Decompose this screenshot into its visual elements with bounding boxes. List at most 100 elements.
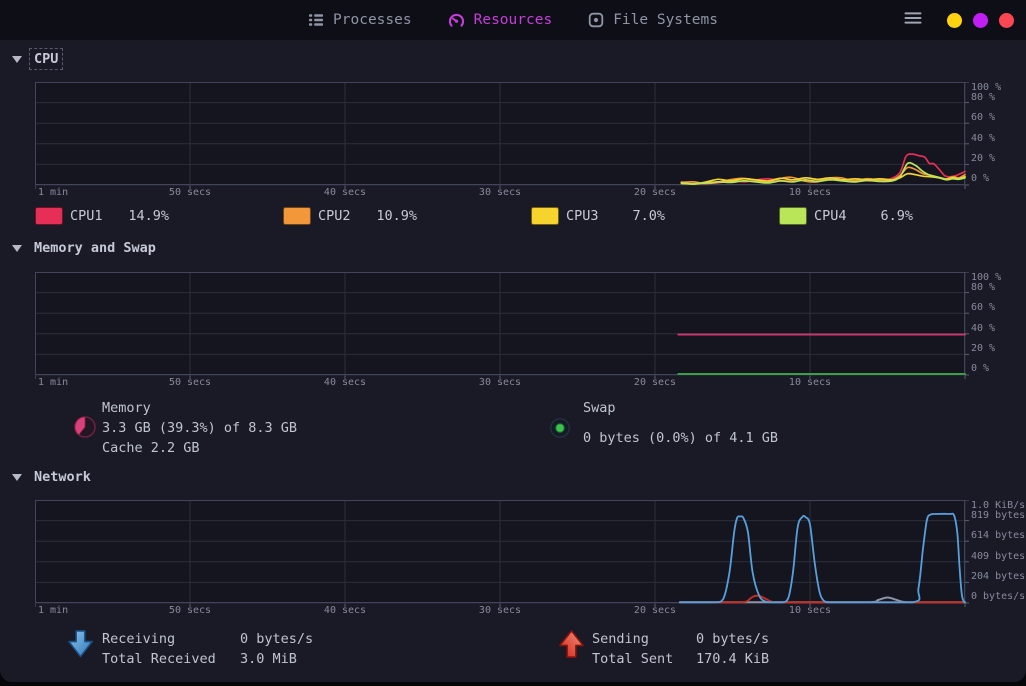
memory-chart-plot	[35, 272, 969, 379]
y-axis-label: 0 bytes/s	[971, 591, 1025, 602]
y-axis-label: 0 %	[971, 363, 989, 374]
cpu-name: CPU1	[70, 208, 103, 224]
receiving-rate: 0 bytes/s	[240, 629, 313, 649]
cpu-legend-item: CPU2 10.9%	[283, 207, 417, 225]
receiving-arrow-icon	[66, 628, 95, 664]
cpu-chart-x-axis: 1 min50 secs40 secs30 secs20 secs10 secs	[35, 187, 965, 200]
sending-label: Sending	[592, 629, 696, 649]
cpu-section-title: CPU	[32, 51, 60, 67]
tab-resources-label: Resources	[474, 12, 553, 28]
cpu-percent: 6.9%	[880, 208, 913, 224]
window-button-maximize[interactable]	[973, 13, 988, 28]
memory-cache: Cache 2.2 GB	[102, 438, 297, 458]
y-axis-label: 60 %	[971, 112, 995, 123]
memory-section-header[interactable]: Memory and Swap	[12, 239, 158, 257]
window-button-close[interactable]	[999, 13, 1014, 28]
swap-pie-icon	[549, 417, 571, 443]
cpu-section-header[interactable]: CPU	[12, 50, 60, 68]
y-axis-label: 20 %	[971, 343, 995, 354]
y-axis-label: 614 bytes	[971, 530, 1025, 541]
x-axis-label: 30 secs	[479, 187, 521, 198]
memory-pie-icon	[73, 415, 97, 443]
x-axis-label: 10 secs	[789, 605, 831, 616]
memory-legend-text: Memory 3.3 GB (39.3%) of 8.3 GB Cache 2.…	[102, 398, 297, 458]
cpu-legend-item: CPU3 7.0%	[531, 207, 665, 225]
network-chart: 1.0 KiB/s819 bytes614 bytes409 bytes204 …	[0, 500, 1026, 630]
cpu-percent: 7.0%	[632, 208, 665, 224]
x-axis-label: 30 secs	[479, 377, 521, 388]
sending-arrow-icon	[557, 628, 586, 664]
cpu-legend-item: CPU4 6.9%	[779, 207, 913, 225]
x-axis-label: 20 secs	[634, 605, 676, 616]
total-sent-label: Total Sent	[592, 649, 696, 669]
y-axis-label: 40 %	[971, 133, 995, 144]
memory-chart-x-axis: 1 min50 secs40 secs30 secs20 secs10 secs	[35, 377, 965, 390]
window-button-minimize[interactable]	[947, 13, 962, 28]
swap-label: Swap	[583, 398, 778, 418]
cpu-chart-y-axis: 100 %80 %60 %40 %20 %0 %	[969, 82, 1025, 185]
memory-chart: 100 %80 %60 %40 %20 %0 % 1 min50 secs40 …	[0, 272, 1026, 402]
network-section-header[interactable]: Network	[12, 468, 93, 486]
tab-processes-label: Processes	[333, 12, 412, 28]
x-axis-label: 50 secs	[169, 187, 211, 198]
x-axis-label: 1 min	[38, 377, 68, 388]
x-axis-label: 50 secs	[169, 377, 211, 388]
network-chart-x-axis: 1 min50 secs40 secs30 secs20 secs10 secs	[35, 605, 965, 618]
x-axis-label: 10 secs	[789, 377, 831, 388]
tab-resources[interactable]: Resources	[448, 12, 553, 29]
y-axis-label: 80 %	[971, 92, 995, 103]
receiving-label: Receiving	[102, 629, 240, 649]
total-sent-value: 170.4 KiB	[696, 649, 769, 669]
memory-usage: 3.3 GB (39.3%) of 8.3 GB	[102, 418, 297, 438]
network-chart-y-axis: 1.0 KiB/s819 bytes614 bytes409 bytes204 …	[969, 500, 1025, 603]
menu-hamburger-icon[interactable]	[904, 10, 922, 30]
memory-label: Memory	[102, 398, 297, 418]
cpu-color-swatch	[531, 207, 559, 225]
swap-usage: 0 bytes (0.0%) of 4.1 GB	[583, 428, 778, 448]
x-axis-label: 10 secs	[789, 187, 831, 198]
memory-section-title: Memory and Swap	[32, 240, 158, 256]
y-axis-label: 204 bytes	[971, 571, 1025, 582]
sending-rate: 0 bytes/s	[696, 629, 769, 649]
cpu-chart-plot	[35, 82, 969, 189]
x-axis-label: 40 secs	[324, 187, 366, 198]
tab-file-systems[interactable]: File Systems	[588, 12, 718, 28]
cpu-legend: CPU1 14.9% CPU2 10.9% CPU3 7.0% CPU4 6.9%	[0, 207, 1026, 231]
disk-icon	[588, 12, 604, 28]
cpu-name: CPU2	[318, 208, 351, 224]
expander-triangle-icon[interactable]	[12, 56, 22, 63]
cpu-chart: 100 %80 %60 %40 %20 %0 % 1 min50 secs40 …	[0, 82, 1026, 212]
processes-list-icon	[308, 12, 324, 28]
cpu-percent: 10.9%	[376, 208, 417, 224]
cpu-legend-item: CPU1 14.9%	[35, 207, 169, 225]
expander-triangle-icon[interactable]	[12, 245, 22, 252]
y-axis-label: 409 bytes	[971, 551, 1025, 562]
y-axis-label: 40 %	[971, 323, 995, 334]
cpu-color-swatch	[35, 207, 63, 225]
expander-triangle-icon[interactable]	[12, 474, 22, 481]
y-axis-label: 819 bytes	[971, 510, 1025, 521]
system-monitor-window: Processes Resources	[0, 0, 1026, 682]
cpu-name: CPU4	[814, 208, 847, 224]
network-section-title: Network	[32, 469, 93, 485]
cpu-percent: 14.9%	[128, 208, 169, 224]
tab-processes[interactable]: Processes	[308, 12, 412, 28]
sending-legend-text: Sending 0 bytes/s Total Sent 170.4 KiB	[592, 629, 769, 669]
x-axis-label: 1 min	[38, 187, 68, 198]
receiving-legend-text: Receiving 0 bytes/s Total Received 3.0 M…	[102, 629, 313, 669]
cpu-name: CPU3	[566, 208, 599, 224]
x-axis-label: 30 secs	[479, 605, 521, 616]
window-controls	[904, 0, 1014, 40]
total-received-label: Total Received	[102, 649, 240, 669]
y-axis-label: 20 %	[971, 153, 995, 164]
x-axis-label: 40 secs	[324, 377, 366, 388]
speedometer-icon	[448, 12, 465, 29]
view-tabs: Processes Resources	[0, 0, 1026, 40]
total-received-value: 3.0 MiB	[240, 649, 297, 669]
swap-legend-text: Swap 0 bytes (0.0%) of 4.1 GB	[583, 398, 778, 448]
x-axis-label: 40 secs	[324, 605, 366, 616]
memory-chart-y-axis: 100 %80 %60 %40 %20 %0 %	[969, 272, 1025, 375]
cpu-color-swatch	[283, 207, 311, 225]
y-axis-label: 80 %	[971, 282, 995, 293]
cpu-color-swatch	[779, 207, 807, 225]
